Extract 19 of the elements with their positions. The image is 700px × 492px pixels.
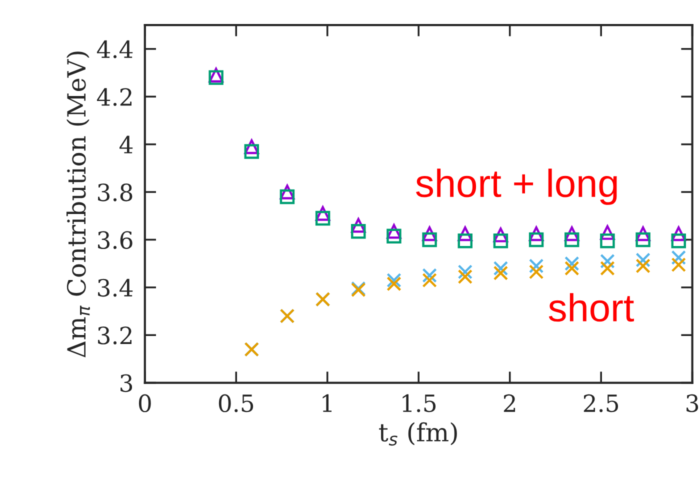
x-tick-label: 0.5 — [218, 394, 254, 412]
y-axis-title: Δm$_{π}$ Contribution (MeV) — [66, 52, 90, 358]
x-axis-title: t$_{s}$ (fm) — [379, 422, 457, 446]
y-tick-label: 4.2 — [96, 88, 132, 106]
x-tick-label: 0 — [138, 394, 151, 412]
y-tick-label: 3.4 — [98, 278, 133, 297]
x-tick-label: 3 — [686, 394, 698, 412]
x-tick-label: 2 — [504, 394, 516, 412]
y-tick-label: 4.4 — [96, 40, 133, 58]
annotation: short — [548, 293, 634, 322]
y-tick-label: 3.8 — [98, 183, 132, 202]
y-tick-label: 3.6 — [98, 231, 132, 250]
x-tick-label: 1 — [322, 394, 332, 412]
y-tick-label: 3 — [120, 374, 132, 392]
x-tick-label: 2.5 — [584, 394, 618, 412]
y-tick-label: 3.2 — [98, 326, 132, 344]
annotation: short + long — [416, 168, 617, 205]
x-tick-label: 1.5 — [402, 394, 436, 412]
y-tick-label: 4 — [119, 136, 133, 154]
